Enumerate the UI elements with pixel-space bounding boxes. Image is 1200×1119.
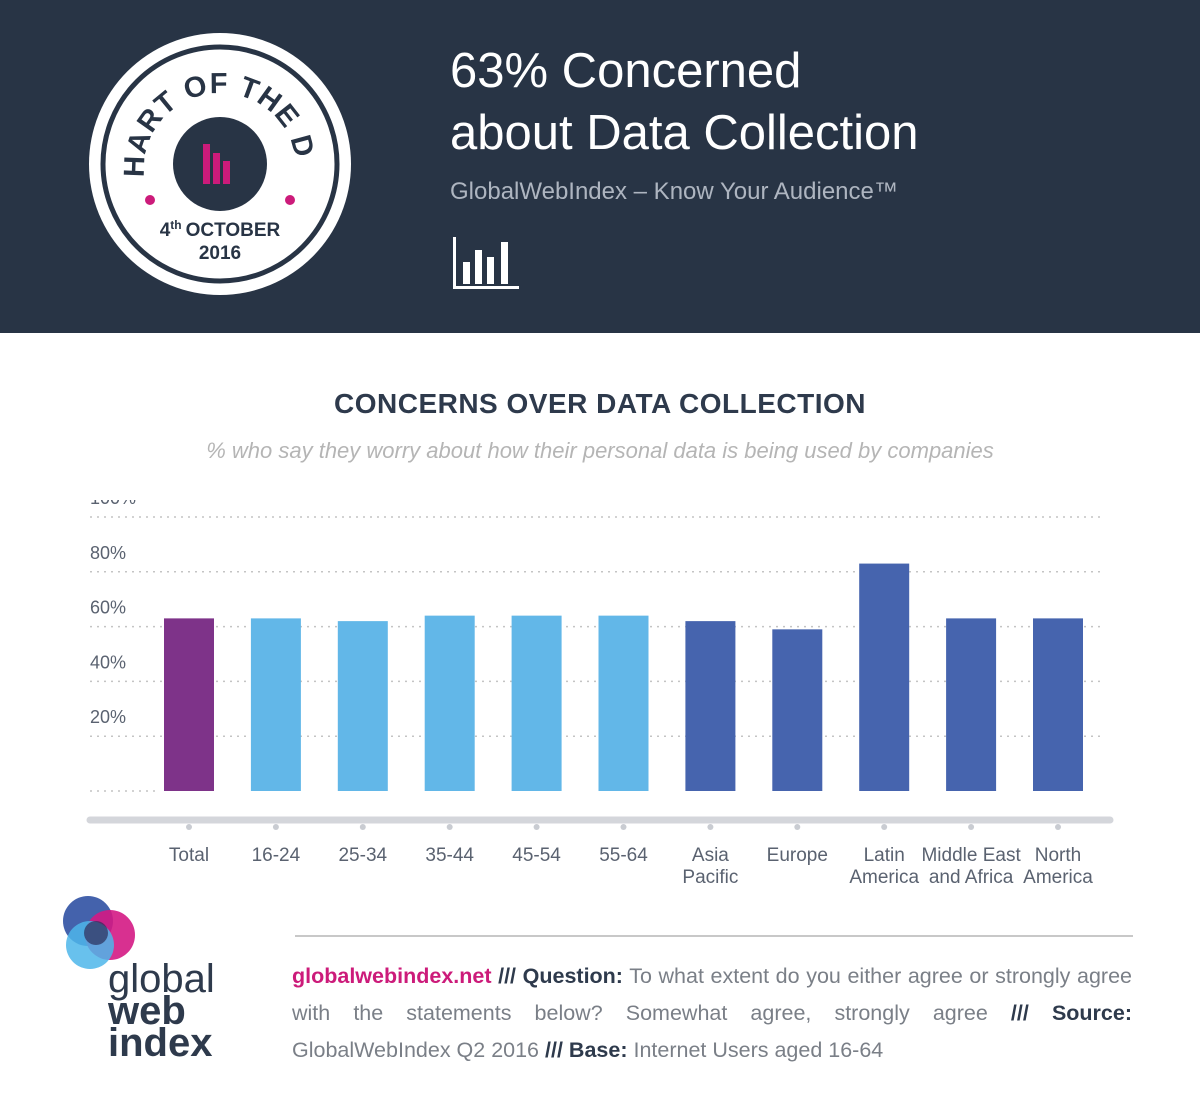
bar-7 (772, 629, 823, 791)
bar-10 (1033, 618, 1083, 791)
separator: /// (498, 964, 517, 988)
x-tick-label: Total (169, 845, 209, 866)
header-subtitle: GlobalWebIndex – Know Your Audience™ (450, 178, 898, 205)
chart-title: CONCERNS OVER DATA COLLECTION (334, 388, 866, 419)
x-tick-label: Latin America (849, 845, 919, 888)
bar-chart-icon (203, 144, 230, 184)
bar-8 (859, 563, 910, 791)
separator: /// (545, 1038, 563, 1062)
page-title: 63% Concerned about Data Collection (450, 44, 919, 160)
question-label: Question: (522, 964, 623, 988)
x-tick-dot (794, 824, 801, 830)
x-tick-dot (881, 824, 888, 830)
x-tick-dot (968, 824, 975, 830)
x-tick-label: Asia Pacific (682, 845, 738, 888)
x-tick-label: Europe (767, 845, 828, 866)
x-tick-dot (707, 824, 714, 830)
bar-4 (511, 615, 562, 791)
logo-text-web: web (107, 989, 186, 1033)
bar-9 (946, 618, 997, 791)
bar-2 (337, 621, 388, 791)
x-tick-dot (533, 824, 540, 830)
x-tick-label: North America (1023, 845, 1093, 888)
x-tick-dot (446, 824, 453, 830)
x-tick-label: 45-54 (512, 845, 561, 866)
y-tick-label: 60% (90, 598, 126, 618)
x-tick-dot (359, 824, 366, 830)
logo-text-index: index (108, 1021, 212, 1065)
badge-dot-left (145, 195, 155, 205)
footer-notes: globalwebindex.net /// Question: To what… (292, 958, 1132, 1069)
bar-6 (685, 621, 736, 791)
badge-dot-right (285, 195, 295, 205)
badge-year: 2016 (199, 243, 241, 264)
x-tick-label: Middle East and Africa (921, 845, 1021, 888)
x-tick-dot (620, 824, 627, 830)
x-tick-label: 25-34 (338, 845, 387, 866)
x-tick-dot (272, 824, 279, 830)
base-text: Internet Users aged 16-64 (633, 1038, 884, 1062)
site-link[interactable]: globalwebindex.net (292, 964, 492, 988)
source-text: GlobalWebIndex Q2 2016 (292, 1038, 540, 1062)
bar-chart: 20% 40% 60% 80% 100% Total 16-24 25-34 35-44 45-5… (86, 500, 1114, 888)
footer-divider (295, 935, 1133, 937)
logo-text-global: global (108, 957, 215, 1001)
bar-3 (424, 615, 475, 791)
x-tick-label: 35-44 (425, 845, 474, 866)
bar-1 (250, 618, 301, 791)
globalwebindex-logo: global web index (63, 896, 215, 1065)
separator: /// (1010, 1001, 1029, 1025)
y-tick-label: 80% (90, 543, 126, 563)
chart-subtitle: % who say they worry about how their per… (206, 438, 994, 463)
question-text: To what extent do you either agree or st… (292, 964, 1133, 1025)
y-tick-label: 20% (90, 707, 126, 727)
base-label: Base: (568, 1038, 628, 1062)
bar-0 (164, 618, 214, 791)
y-tick-label: 40% (90, 652, 126, 672)
bar-5 (598, 615, 649, 791)
x-tick-label: 55-64 (599, 845, 648, 866)
bar-chart-icon (453, 237, 519, 289)
x-tick-dot (186, 824, 192, 830)
badge-date: 4th OCTOBER (160, 218, 281, 241)
source-label: Source: (1051, 1001, 1132, 1025)
y-tick-label: 100% (90, 500, 136, 508)
x-tick-label: 16-24 (252, 845, 301, 866)
x-tick-dot (1055, 824, 1061, 830)
